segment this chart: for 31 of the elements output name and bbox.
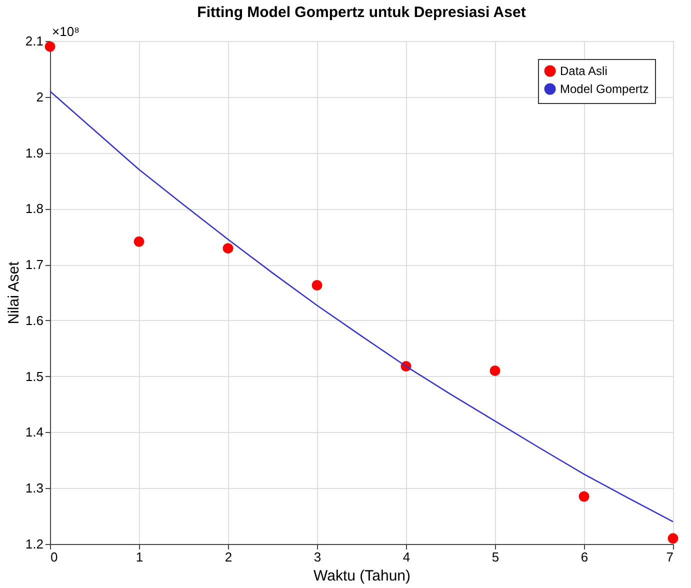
x-tick-label: 4 xyxy=(402,550,410,564)
y-tick-label: 1.7 xyxy=(25,257,44,272)
point xyxy=(44,41,56,52)
y-tick-label: 1.3 xyxy=(25,480,44,496)
point xyxy=(222,243,234,254)
x-axis-title: Waktu (Tahun) xyxy=(314,568,410,584)
y-tick-label: 1.2 xyxy=(25,536,44,552)
legend-label: Data Asli xyxy=(560,64,608,78)
y-tick-label: 2.1 xyxy=(25,34,44,48)
chart-title: Fitting Model Gompertz untuk Depresiasi Aset xyxy=(197,4,526,21)
y-tick-label: 1.5 xyxy=(25,368,44,384)
y-tick-label: 2 xyxy=(36,89,44,104)
legend-label: Model Gompertz xyxy=(560,82,649,96)
text: ×10⁸ xyxy=(52,24,80,39)
y-tick-label: 1.6 xyxy=(25,312,44,328)
y-tick-label: 1.4 xyxy=(25,424,44,440)
point xyxy=(312,280,322,290)
point xyxy=(578,491,590,502)
x-tick-label: 6 xyxy=(580,550,588,564)
y-axis-title: Nilai Aset xyxy=(5,260,22,324)
x-tick-label: 5 xyxy=(492,550,500,564)
y-tick-label: 1.9 xyxy=(25,145,44,160)
point xyxy=(668,533,678,544)
y-tick-label: 1.8 xyxy=(25,201,44,216)
x-tick-label: 7 xyxy=(666,550,674,564)
point xyxy=(134,236,144,247)
x-tick-label: 1 xyxy=(136,550,144,564)
x-tick-label: 3 xyxy=(314,550,322,564)
x-tick-label: 0 xyxy=(50,550,58,564)
x-tick-label: 2 xyxy=(224,550,232,564)
point xyxy=(490,366,500,376)
